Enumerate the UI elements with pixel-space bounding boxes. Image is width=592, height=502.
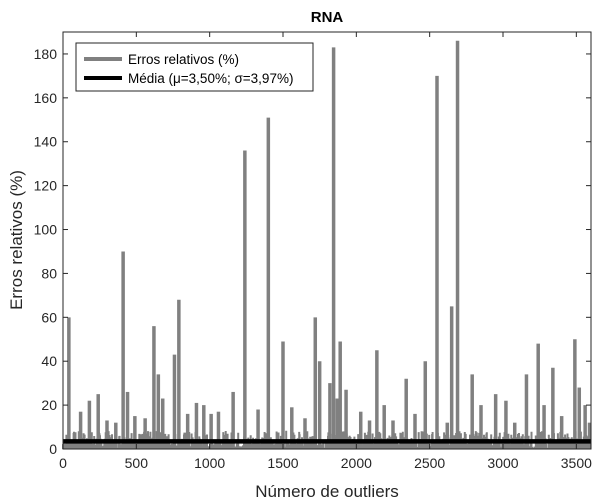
y-tick-label-20: 20 — [41, 397, 57, 413]
y-axis: 0 20 40 60 80 100 120 140 160 180 — [34, 46, 591, 457]
y-tick-label-60: 60 — [41, 309, 57, 325]
y-tick-label-80: 80 — [41, 265, 57, 281]
x-tick-label-3000: 3000 — [487, 455, 518, 471]
y-axis-label: Erros relativos (%) — [7, 170, 26, 310]
y-tick-label-140: 140 — [34, 134, 58, 150]
y-tick-label-0: 0 — [49, 441, 57, 457]
error-series — [62, 40, 592, 449]
x-tick-label-1500: 1500 — [267, 455, 298, 471]
x-tick-label-2000: 2000 — [341, 455, 372, 471]
chart-title: RNA — [311, 9, 344, 26]
plot-background — [63, 32, 591, 449]
legend-box — [75, 42, 314, 92]
x-axis: 0 500 1000 1500 2000 2500 3000 3500 — [59, 32, 592, 471]
plot-area — [62, 31, 592, 450]
x-tick-label-2500: 2500 — [414, 455, 445, 471]
x-tick-label-500: 500 — [125, 455, 149, 471]
y-tick-label-100: 100 — [34, 222, 58, 238]
y-tick-label-180: 180 — [34, 46, 58, 62]
x-tick-label-3500: 3500 — [561, 455, 592, 471]
legend-label-mean: Média (μ=3,50%; σ=3,97%) — [128, 71, 293, 86]
plot-frame — [62, 31, 592, 450]
y-tick-label-160: 160 — [34, 90, 58, 106]
x-tick-label-0: 0 — [59, 455, 67, 471]
y-tick-label-120: 120 — [34, 178, 58, 194]
x-tick-label-1000: 1000 — [194, 455, 225, 471]
y-tick-label-40: 40 — [41, 353, 57, 369]
legend-label-errors: Erros relativos (%) — [128, 52, 239, 67]
legend: Erros relativos (%) Média (μ=3,50%; σ=3,… — [75, 42, 314, 92]
x-axis-label: Número de outliers — [255, 482, 399, 501]
